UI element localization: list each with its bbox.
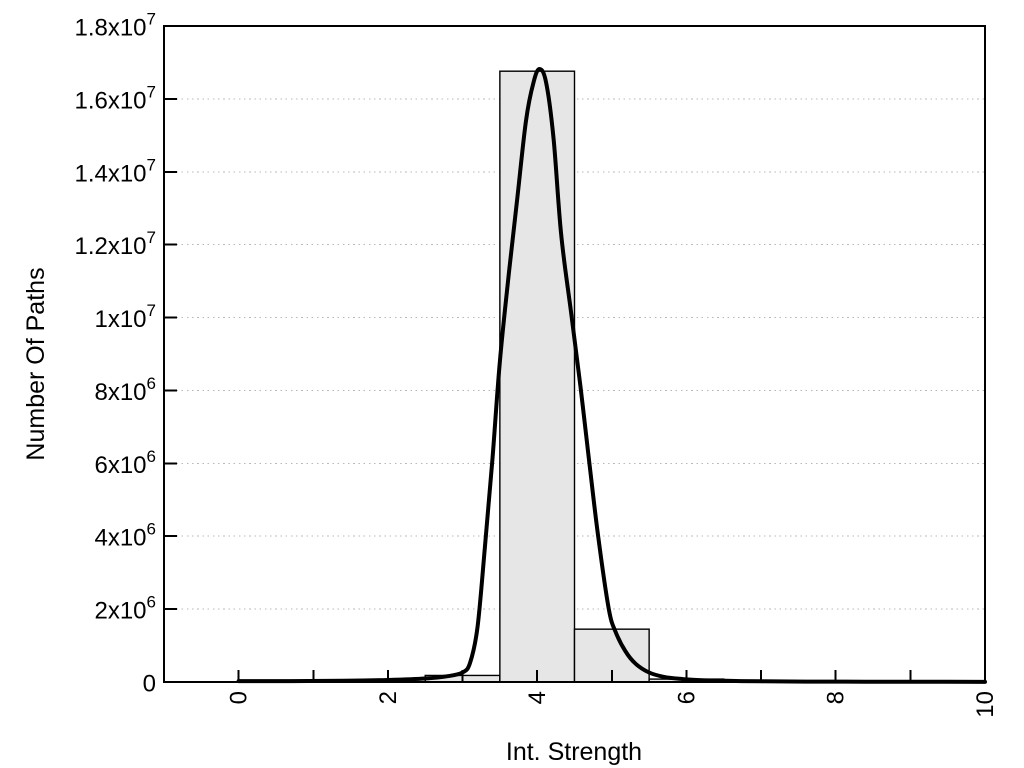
x-tick-label: 4 (524, 691, 551, 704)
y-axis-title: Number Of Paths (22, 267, 50, 460)
y-tick-label: 2x106 (94, 593, 156, 625)
plot-frame-layer (163, 25, 986, 683)
gridlines-layer (166, 98, 984, 610)
y-tick-label: 1.4x107 (74, 155, 156, 187)
x-tick-label: 8 (823, 691, 850, 704)
x-tick-label: 0 (226, 691, 253, 704)
ticks-layer (165, 25, 986, 683)
fit-curve (236, 67, 987, 684)
histogram-bar (499, 70, 576, 683)
x-tick-label: 10 (972, 691, 999, 718)
y-tick-label: 1.2x107 (74, 228, 156, 260)
y-tick-label: 8x106 (94, 374, 156, 406)
y-tick-label: 1.8x107 (74, 10, 156, 42)
plot-frame (163, 25, 986, 683)
x-tick-label: 2 (375, 691, 402, 704)
fit-curve-layer (236, 67, 987, 684)
y-tick-label: 1.6x107 (74, 82, 156, 114)
histogram-layer (424, 70, 725, 683)
y-tick-label: 6x106 (94, 447, 156, 479)
tick-labels-layer: 0 2 4 6 8 10 0 2x106 4x106 6x106 8x106 1x107 1.2x107… (74, 10, 999, 718)
y-tick-label: 0 (143, 671, 156, 698)
y-tick-label: 1x107 (94, 301, 156, 333)
x-tick-label: 6 (673, 691, 700, 704)
x-axis-title: Int. Strength (506, 738, 642, 766)
y-tick-label: 4x106 (94, 520, 156, 552)
